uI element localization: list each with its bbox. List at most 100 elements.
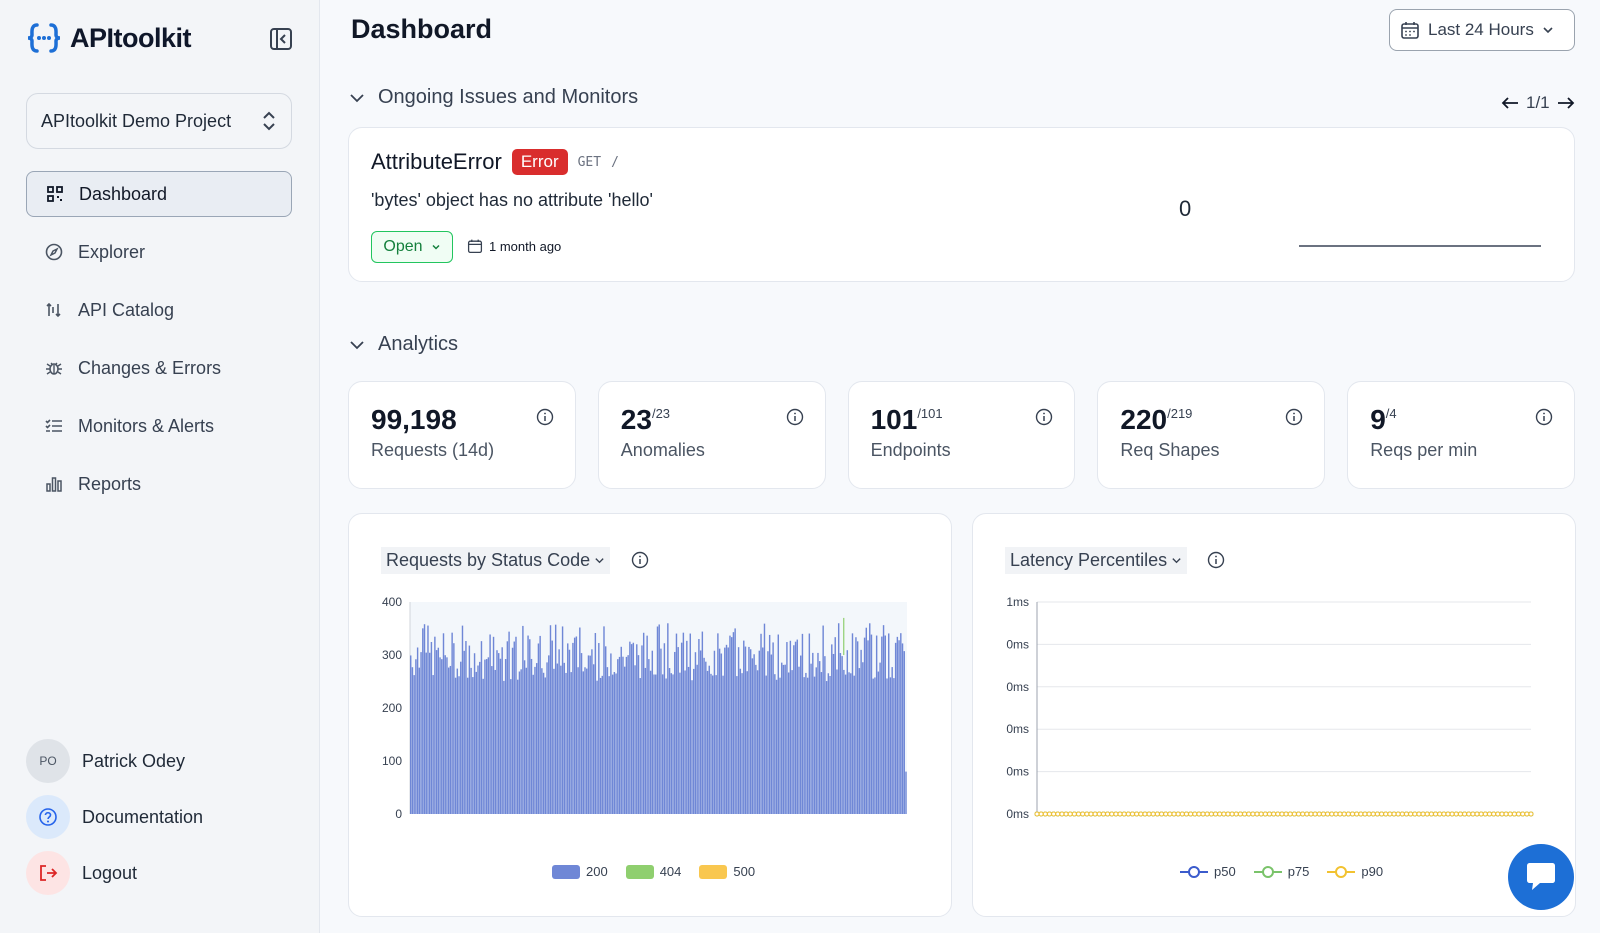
point-p90 bbox=[1246, 811, 1252, 817]
y-tick-label: 200 bbox=[382, 701, 402, 715]
point-p90 bbox=[1325, 811, 1331, 817]
info-icon[interactable] bbox=[1285, 408, 1303, 426]
chat-bubble-icon bbox=[1527, 863, 1555, 890]
documentation-link[interactable]: Documentation bbox=[26, 794, 292, 840]
chat-support-button[interactable] bbox=[1508, 844, 1574, 910]
logout-button[interactable]: Logout bbox=[26, 850, 292, 896]
bar-200 bbox=[698, 639, 700, 814]
legend-item-p75[interactable]: p75 bbox=[1253, 864, 1309, 879]
point-p90 bbox=[1242, 811, 1248, 817]
bar-200 bbox=[741, 673, 743, 814]
info-icon[interactable] bbox=[786, 408, 804, 426]
legend-item-404[interactable]: 404 bbox=[625, 864, 681, 879]
arrow-right-icon[interactable] bbox=[1556, 95, 1576, 111]
point-p90 bbox=[1416, 811, 1422, 817]
point-p90 bbox=[1370, 811, 1376, 817]
point-p90 bbox=[1470, 811, 1476, 817]
date-range-picker[interactable]: Last 24 Hours bbox=[1389, 9, 1575, 51]
point-p90 bbox=[1237, 811, 1243, 817]
sidebar-item-explorer[interactable]: Explorer bbox=[26, 229, 292, 275]
issues-section-toggle[interactable]: Ongoing Issues and Monitors bbox=[348, 86, 638, 109]
catalog-icon bbox=[44, 300, 64, 320]
latency-chart-select[interactable]: Latency Percentiles bbox=[1005, 547, 1188, 574]
info-icon[interactable] bbox=[536, 408, 554, 426]
bar-200 bbox=[475, 671, 478, 814]
stat-card-requests[interactable]: 99,198 Requests (14d) bbox=[348, 381, 576, 489]
issue-status-dropdown[interactable]: Open bbox=[371, 231, 453, 263]
analytics-section-toggle[interactable]: Analytics bbox=[348, 333, 458, 356]
legend-swatch bbox=[1327, 865, 1356, 878]
bar-200 bbox=[744, 646, 747, 814]
point-p90 bbox=[1395, 811, 1401, 817]
stat-card-anomalies[interactable]: 23/23 Anomalies bbox=[597, 381, 826, 489]
bar-200 bbox=[582, 671, 584, 814]
point-p90 bbox=[1403, 811, 1409, 817]
stat-sup: /23 bbox=[651, 406, 671, 421]
project-switcher[interactable]: APItoolkit Demo Project bbox=[26, 93, 292, 149]
bar-200 bbox=[753, 654, 755, 814]
info-icon[interactable] bbox=[1035, 408, 1053, 426]
bar-200 bbox=[639, 678, 641, 814]
bar-200 bbox=[646, 635, 648, 814]
app-logo[interactable]: APItoolkit bbox=[26, 20, 192, 56]
point-p90 bbox=[1055, 811, 1061, 817]
bar-200 bbox=[579, 627, 581, 814]
bar-200 bbox=[442, 633, 445, 814]
info-icon[interactable] bbox=[631, 551, 649, 569]
bar-200 bbox=[580, 653, 583, 814]
point-p90 bbox=[1250, 811, 1256, 817]
point-p90 bbox=[1092, 811, 1098, 817]
info-icon[interactable] bbox=[1535, 408, 1553, 426]
legend-item-200[interactable]: 200 bbox=[552, 864, 608, 879]
bar-200 bbox=[860, 649, 862, 814]
bar-200 bbox=[703, 657, 705, 814]
user-profile[interactable]: PO Patrick Odey bbox=[26, 738, 292, 784]
bar-200 bbox=[875, 635, 878, 814]
bar-200 bbox=[781, 662, 783, 814]
arrow-left-icon[interactable] bbox=[1500, 95, 1520, 111]
bar-200 bbox=[893, 678, 895, 814]
chevron-down-icon bbox=[1172, 558, 1181, 564]
issue-card[interactable]: AttributeError Error GET / 'bytes' objec… bbox=[348, 127, 1575, 282]
legend-item-p50[interactable]: p50 bbox=[1180, 864, 1236, 879]
point-p90 bbox=[1516, 811, 1522, 817]
info-icon[interactable] bbox=[1207, 551, 1225, 569]
point-p90 bbox=[1125, 811, 1131, 817]
bar-200 bbox=[762, 647, 764, 814]
stat-sup: /101 bbox=[917, 406, 943, 421]
sidebar-item-monitors-alerts[interactable]: Monitors & Alerts bbox=[26, 403, 292, 449]
sidebar-item-dashboard[interactable]: Dashboard bbox=[26, 171, 292, 217]
stat-card-reqs-per-min[interactable]: 9/4 Reqs per min bbox=[1347, 381, 1575, 489]
bar-200 bbox=[498, 653, 500, 814]
legend-item-p90[interactable]: p90 bbox=[1327, 864, 1383, 879]
bar-200 bbox=[586, 668, 588, 814]
bar-200 bbox=[480, 641, 483, 814]
sidebar-item-changes-errors[interactable]: Changes & Errors bbox=[26, 345, 292, 391]
bar-200 bbox=[827, 673, 830, 814]
bar-200 bbox=[699, 650, 702, 814]
bar-200 bbox=[648, 659, 650, 814]
legend-item-500[interactable]: 500 bbox=[699, 864, 755, 879]
bar-200 bbox=[529, 639, 531, 814]
point-p90 bbox=[1457, 811, 1463, 817]
collapse-sidebar-icon[interactable] bbox=[268, 26, 294, 52]
bar-200 bbox=[668, 668, 671, 814]
bar-200 bbox=[601, 675, 603, 814]
point-p90 bbox=[1341, 811, 1347, 817]
stat-card-req-shapes[interactable]: 220/219 Req Shapes bbox=[1097, 381, 1326, 489]
bar-200 bbox=[482, 678, 484, 814]
sidebar-item-api-catalog[interactable]: API Catalog bbox=[26, 287, 292, 333]
legend-label: p90 bbox=[1361, 864, 1384, 879]
bar-200 bbox=[680, 642, 683, 814]
requests-chart-select[interactable]: Requests by Status Code bbox=[381, 547, 611, 574]
bar-200 bbox=[584, 667, 586, 814]
sidebar-item-reports[interactable]: Reports bbox=[26, 461, 292, 507]
bar-200 bbox=[492, 636, 495, 814]
bar-200 bbox=[418, 667, 421, 814]
stat-card-endpoints[interactable]: 101/101 Endpoints bbox=[847, 381, 1076, 489]
issue-time: 1 month ago bbox=[467, 238, 561, 254]
bar-200 bbox=[430, 641, 433, 814]
bar-200 bbox=[510, 679, 512, 814]
point-p90 bbox=[1154, 811, 1160, 817]
bar-200 bbox=[877, 671, 880, 814]
